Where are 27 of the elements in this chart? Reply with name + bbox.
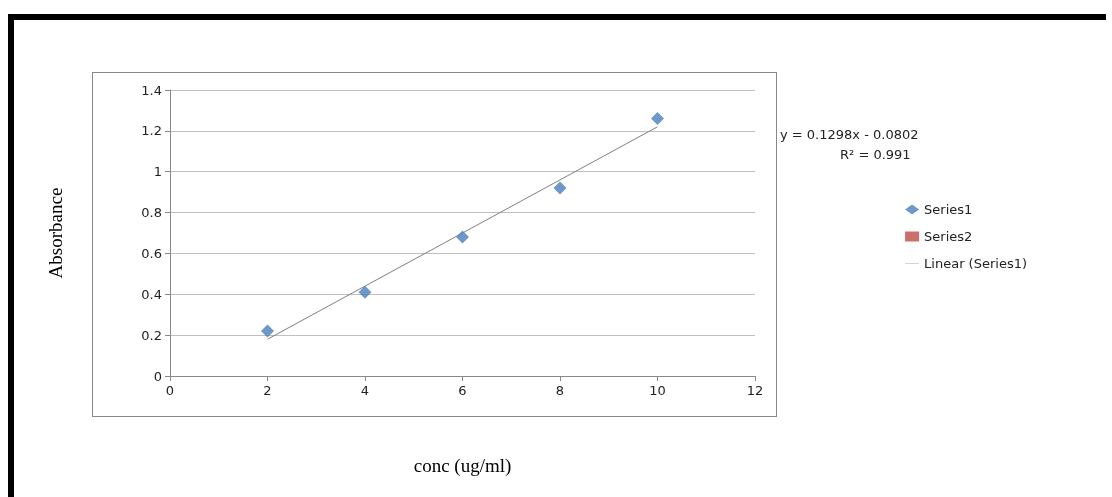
y-tick-label: 0.8	[141, 205, 162, 221]
x-tick-label: 10	[649, 383, 666, 398]
y-tick-label: 1.2	[141, 123, 162, 139]
x-tick-label: 6	[458, 383, 467, 398]
text: y = 0.1298x - 0.0802	[780, 127, 919, 142]
x-tick-label: 0	[165, 383, 175, 398]
y-tick-label: 1.4	[141, 82, 162, 98]
x-tick-label: 12	[746, 383, 764, 398]
x-tick-label: 8	[555, 383, 565, 398]
y-tick-label: 0.6	[141, 245, 162, 261]
point	[456, 230, 469, 244]
y-tick-label: 0.2	[141, 327, 162, 343]
point	[261, 324, 274, 338]
text: R² = 0.991	[840, 147, 911, 162]
point	[651, 112, 664, 126]
y-tick-label: 0.4	[141, 286, 162, 302]
legend-label: Linear (Series1)	[924, 256, 1028, 271]
legend-label: Series2	[924, 229, 973, 244]
point	[358, 285, 372, 299]
point	[553, 181, 567, 195]
y-tick-label: 1	[153, 164, 162, 180]
x-tick-label: 2	[263, 383, 272, 398]
x-axis-title: conc (ug/ml)	[413, 455, 512, 477]
y-tick-label: 0	[153, 368, 162, 384]
x-tick-label: 4	[360, 383, 370, 398]
legend-label: Series1	[924, 202, 973, 217]
y-axis-title: Absorbance	[45, 187, 66, 279]
